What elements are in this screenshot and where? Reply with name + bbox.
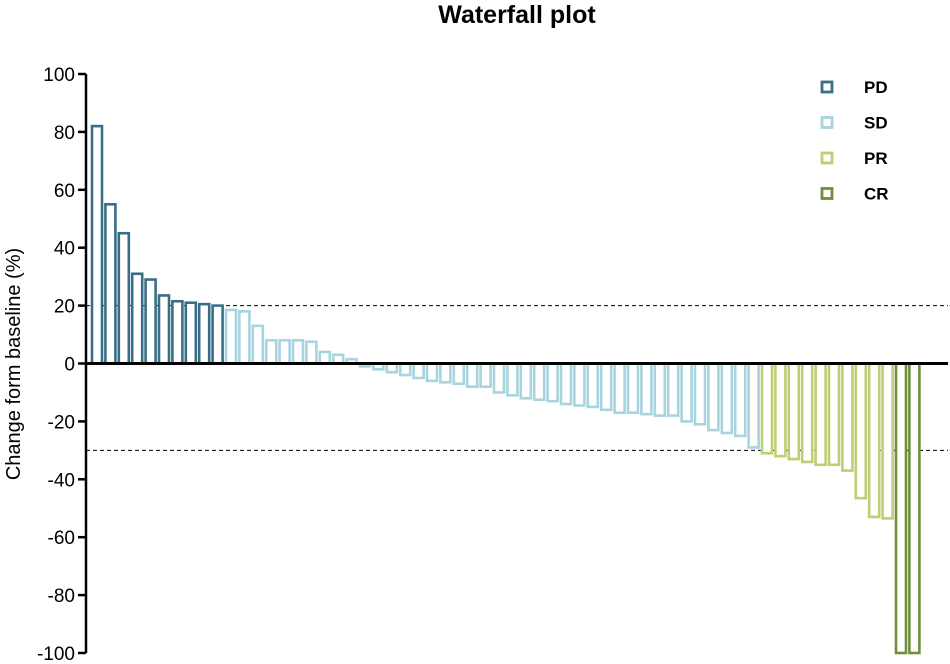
bar (425, 362, 439, 383)
bar (653, 362, 667, 417)
bar (479, 362, 492, 388)
bar (532, 362, 546, 401)
bar (398, 362, 412, 377)
legend-swatch (820, 116, 834, 129)
bar (264, 339, 278, 365)
bar (774, 362, 787, 458)
bar (117, 231, 131, 365)
legend-label: PR (864, 149, 888, 168)
y-tick-label: -60 (48, 528, 75, 549)
bar (680, 362, 693, 423)
bar (814, 362, 827, 467)
bar (841, 362, 854, 472)
y-tick-label: 100 (43, 65, 75, 86)
bar (439, 362, 452, 384)
bar (867, 362, 881, 519)
bar (251, 324, 265, 365)
bar (130, 272, 144, 365)
bars-group (90, 124, 921, 655)
reference-lines (86, 305, 948, 451)
bar (197, 302, 211, 365)
bar (908, 362, 921, 655)
legend-label: CR (864, 185, 889, 204)
bar (90, 124, 104, 365)
bar (412, 362, 425, 380)
y-tick-label: 40 (54, 239, 75, 260)
y-tick-label: -100 (37, 644, 75, 664)
bar (519, 362, 533, 400)
bar (881, 362, 894, 520)
bar (800, 362, 814, 464)
legend-swatch (820, 187, 834, 200)
bar (599, 362, 613, 412)
bar (465, 362, 479, 388)
bar (707, 362, 720, 432)
y-tick-label: -40 (48, 470, 75, 491)
legend-swatch (820, 80, 834, 94)
bar (827, 362, 841, 467)
y-tick-label: 20 (54, 297, 75, 318)
y-tick-label: 60 (54, 181, 75, 202)
chart-title: Waterfall plot (438, 1, 596, 29)
bar (291, 339, 305, 365)
bar (546, 362, 559, 403)
y-tick-label: 0 (64, 355, 75, 376)
bar (787, 362, 801, 461)
legend-swatch (820, 151, 834, 165)
bar (305, 340, 318, 365)
bar (613, 362, 626, 415)
bar (666, 362, 680, 417)
bar (171, 299, 184, 365)
bar (626, 362, 640, 415)
bar (211, 304, 224, 365)
legend-label: SD (864, 114, 888, 133)
bar (452, 362, 466, 386)
bar (894, 362, 908, 655)
y-tick-label: -80 (48, 586, 75, 607)
bar (760, 362, 774, 455)
y-tick-label: -20 (48, 412, 75, 433)
bar (506, 362, 519, 397)
bar (238, 310, 251, 365)
bar (104, 202, 117, 365)
bar (720, 362, 734, 435)
bar (559, 362, 573, 406)
bar (318, 350, 332, 365)
bar (157, 294, 171, 365)
bar (586, 362, 600, 409)
bar (224, 308, 238, 365)
bar (747, 362, 760, 449)
bar (492, 362, 506, 394)
y-tick-label: 80 (54, 123, 75, 144)
bar (144, 278, 157, 365)
bar (184, 301, 198, 365)
bar (640, 362, 653, 416)
bar (573, 362, 586, 407)
bar (854, 362, 868, 500)
bar (278, 339, 291, 365)
legend: PD SD PR CR (820, 78, 889, 204)
legend-label: PD (864, 78, 888, 97)
bar (693, 362, 707, 426)
y-axis-label: Change form baseline (%) (3, 248, 25, 480)
bar (733, 362, 747, 438)
axes-group: 100 80 60 40 20 0 -20 -40 -60 -80 -100 (37, 65, 948, 664)
